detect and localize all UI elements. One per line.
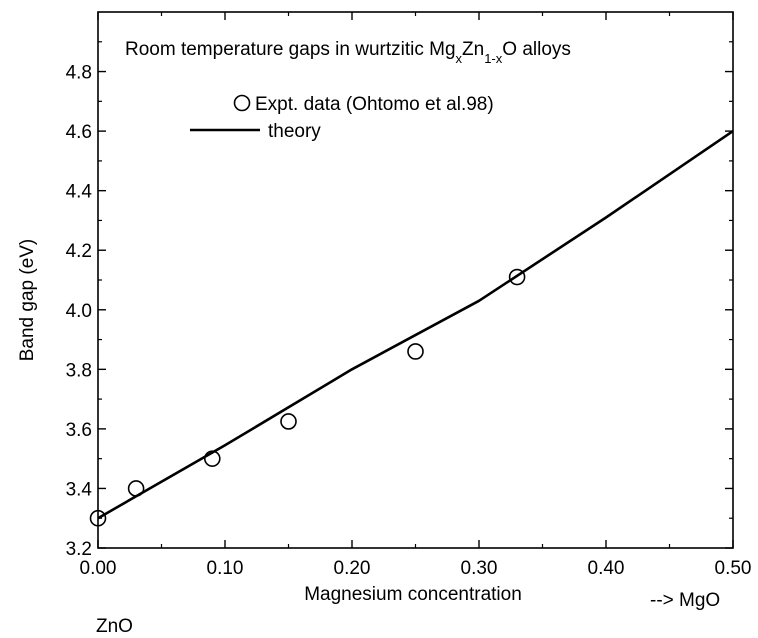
zno-label: ZnO xyxy=(96,616,133,637)
title-suffix: O alloys xyxy=(502,39,571,60)
x-tick-label: 0.10 xyxy=(207,558,244,579)
y-tick-label: 4.6 xyxy=(66,122,92,143)
x-tick-label: 0.30 xyxy=(461,558,498,579)
expt-data-point xyxy=(508,268,526,286)
y-tick-label: 4.2 xyxy=(66,241,92,262)
title-mid: Zn xyxy=(462,39,484,60)
y-axis-label: Band gap (eV) xyxy=(17,239,38,362)
y-axis-ticks: 3.2 3.4 3.6 3.8 4.0 4.2 4.4 4.6 4.8 xyxy=(66,41,733,560)
x-tick-label: 0.20 xyxy=(334,558,371,579)
title-sub1: x xyxy=(456,51,463,66)
legend-marker-expt xyxy=(233,94,251,112)
legend: Expt. data (Ohtomo et al.98) theory xyxy=(190,94,494,142)
legend-label-expt: Expt. data (Ohtomo et al.98) xyxy=(255,94,494,115)
y-tick-label: 3.2 xyxy=(66,539,92,560)
y-tick-label: 4.8 xyxy=(66,63,92,84)
title-sub2: 1-x xyxy=(484,51,503,66)
y-tick-label: 4.4 xyxy=(66,182,93,203)
y-tick-label: 3.6 xyxy=(66,420,92,441)
x-tick-label: 0.50 xyxy=(715,558,752,579)
x-tick-label: 0.40 xyxy=(588,558,625,579)
y-tick-label: 3.4 xyxy=(66,479,93,500)
series-layer xyxy=(89,130,734,527)
mgo-label: --> MgO xyxy=(650,590,720,611)
y-tick-label: 3.8 xyxy=(66,360,92,381)
y-tick-label: 4.0 xyxy=(66,301,92,322)
legend-label-theory: theory xyxy=(268,121,321,142)
x-tick-label: 0.00 xyxy=(80,558,117,579)
plot-frame xyxy=(97,11,734,549)
expt-data-point xyxy=(280,413,297,430)
chart-title: Room temperature gaps in wurtzitic MgxZn… xyxy=(125,39,571,66)
x-axis-label: Magnesium concentration xyxy=(304,584,522,605)
expt-data-point xyxy=(407,343,424,360)
expt-data-point xyxy=(89,509,107,527)
x-axis-ticks: 0.00 0.10 0.20 0.30 0.40 0.50 xyxy=(80,12,752,579)
title-prefix: Room temperature gaps in wurtzitic Mg xyxy=(125,39,456,60)
theory-line xyxy=(97,130,734,520)
